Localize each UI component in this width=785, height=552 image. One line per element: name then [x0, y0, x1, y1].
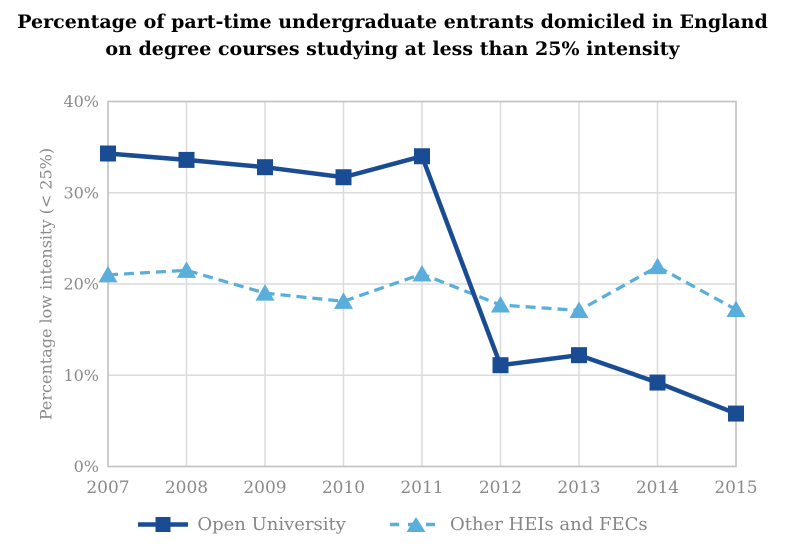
y-tick-label-20: 20%	[63, 275, 99, 294]
marker-other-heis-and-fecs-2012	[491, 295, 510, 313]
x-tick-label-2009: 2009	[243, 478, 286, 498]
legend: Open University Other HEIs and FECs	[0, 514, 785, 535]
plot-border	[107, 100, 737, 468]
x-tick-label-2013: 2013	[557, 478, 600, 498]
marker-open-university-2007	[100, 145, 116, 162]
marker-open-university-2011	[414, 148, 430, 165]
chart-title-line-1: Percentage of part-time undergraduate en…	[17, 11, 768, 33]
y-tick-label-0: 0%	[74, 457, 99, 476]
other-heis-legend-swatch	[389, 517, 442, 532]
x-tick-label-2011: 2011	[400, 478, 443, 498]
x-tick-label-2008: 2008	[165, 478, 208, 498]
marker-other-heis-and-fecs-2011	[412, 264, 432, 282]
marker-open-university-2014	[649, 374, 666, 391]
marker-open-university-2013	[571, 347, 587, 364]
marker-other-heis-and-fecs-2009	[255, 284, 275, 301]
chart-title: Percentage of part-time undergraduate en…	[0, 9, 785, 63]
marker-open-university-2009	[257, 159, 273, 176]
x-tick-label-2010: 2010	[322, 478, 365, 498]
square-marker-icon	[155, 517, 171, 532]
x-tick-label-2014: 2014	[636, 478, 679, 498]
marker-other-heis-and-fecs-2007	[98, 265, 118, 283]
y-tick-label-30: 30%	[63, 183, 99, 202]
legend-label-open-university: Open University	[197, 514, 346, 535]
marker-other-heis-and-fecs-2008	[177, 261, 196, 278]
y-tick-label-10: 10%	[63, 366, 99, 385]
open-university-legend-swatch	[138, 517, 189, 532]
marker-other-heis-and-fecs-2013	[569, 301, 589, 318]
y-tick-label-40: 40%	[63, 92, 99, 111]
legend-item-open-university: Open University	[137, 514, 346, 535]
legend-item-other-heis: Other HEIs and FECs	[389, 514, 648, 535]
marker-other-heis-and-fecs-2014	[648, 257, 667, 275]
marker-open-university-2015	[728, 405, 744, 422]
marker-open-university-2012	[492, 357, 509, 374]
marker-open-university-2010	[335, 169, 352, 186]
legend-label-other-heis: Other HEIs and FECs	[449, 514, 648, 535]
x-tick-label-2007: 2007	[86, 478, 129, 498]
x-tick-label-2012: 2012	[479, 478, 522, 498]
triangle-marker-icon	[406, 517, 426, 532]
chart-title-line-2: on degree courses studying at less than …	[105, 38, 680, 60]
x-tick-label-2015: 2015	[714, 478, 757, 498]
marker-other-heis-and-fecs-2010	[334, 292, 353, 309]
marker-open-university-2008	[178, 151, 195, 168]
marker-other-heis-and-fecs-2015	[726, 300, 746, 318]
